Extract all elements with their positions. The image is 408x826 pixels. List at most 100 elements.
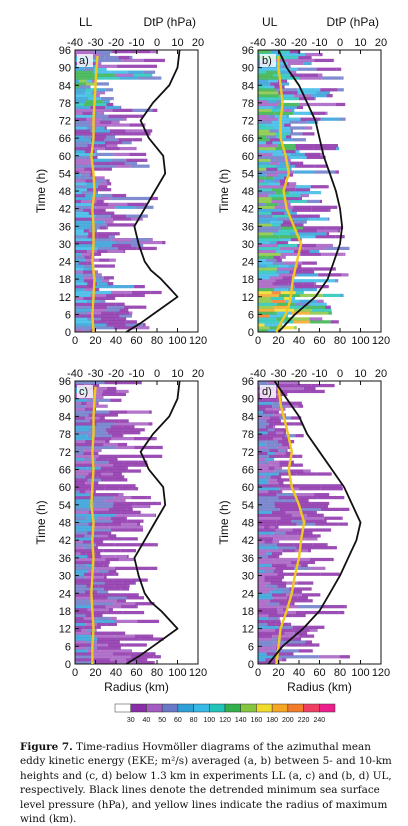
shading-cell — [127, 466, 128, 469]
shading-cell — [314, 170, 335, 173]
shading-cell — [95, 206, 115, 209]
shading-cell — [322, 605, 345, 608]
shading-cell — [274, 176, 284, 179]
shading-cell — [108, 264, 115, 267]
y-tick-label: 78 — [59, 429, 71, 441]
shading-cell — [307, 200, 320, 203]
shading-cell — [108, 475, 124, 478]
shading-cell — [130, 311, 133, 314]
shading-cell — [315, 59, 333, 62]
shading-cell — [105, 581, 123, 584]
shading-cell — [276, 250, 293, 253]
shading-cell — [119, 487, 132, 490]
shading-cell — [308, 505, 323, 508]
shading-cell — [108, 643, 124, 646]
shading-cell — [276, 528, 293, 531]
shading-cell — [270, 590, 282, 593]
shading-cell — [258, 109, 271, 112]
shading-cell — [258, 317, 276, 320]
shading-cell — [274, 502, 292, 505]
shading-cell — [142, 643, 146, 646]
shading-cell — [94, 502, 114, 505]
y-tick-label: 96 — [242, 376, 254, 388]
shading-cell — [302, 262, 317, 265]
shading-cell — [122, 223, 134, 226]
top-axis-label: DtP (hPa) — [327, 15, 379, 29]
shading-cell — [302, 484, 322, 487]
shading-cell — [269, 449, 278, 452]
shading-cell — [108, 115, 125, 118]
shading-cell — [83, 270, 92, 273]
shading-cell — [258, 511, 272, 514]
shading-cell — [258, 440, 267, 443]
shading-cell — [305, 215, 320, 218]
shading-cell — [322, 76, 341, 79]
y-tick-label: 48 — [242, 518, 254, 530]
shading-cell — [279, 76, 299, 79]
shading-cell — [75, 649, 87, 652]
shading-cell — [272, 593, 287, 596]
shading-cell — [94, 217, 113, 220]
shading-cell — [258, 534, 271, 537]
x-tick-label: 40 — [293, 335, 305, 347]
shading-cell — [270, 525, 275, 528]
shading-cell — [286, 135, 292, 138]
shading-cell — [90, 632, 101, 635]
shading-cell — [258, 147, 275, 150]
shading-cell — [96, 617, 110, 620]
shading-cell — [281, 138, 292, 141]
shading-cell — [290, 215, 305, 218]
shading-cell — [75, 112, 82, 115]
shading-cell — [299, 605, 322, 608]
shading-cell — [294, 170, 314, 173]
shading-cell — [258, 617, 268, 620]
shading-cell — [258, 402, 272, 405]
panel-label: a) — [79, 55, 89, 67]
shading-cell — [101, 478, 114, 481]
shading-cell — [258, 422, 269, 425]
shading-cell — [305, 153, 321, 156]
shading-cell — [336, 103, 345, 106]
shading-cell — [108, 320, 126, 323]
shading-cell — [289, 191, 308, 194]
y-tick-label: 72 — [59, 116, 71, 128]
colorbar-swatch — [146, 704, 162, 712]
shading-cell — [320, 88, 337, 91]
shading-cell — [270, 576, 280, 579]
shading-cell — [147, 215, 148, 218]
shading-cell — [266, 168, 277, 171]
shading-cell — [75, 162, 93, 165]
colorbar-tick-label: 160 — [251, 717, 263, 724]
shading-cell — [281, 238, 291, 241]
shading-cell — [110, 399, 121, 402]
y-tick-label: 66 — [59, 133, 71, 145]
y-tick-label: 24 — [59, 588, 71, 600]
shading-cell — [114, 466, 127, 469]
top-tick-label: 20 — [375, 368, 387, 380]
shading-cell — [117, 455, 137, 458]
shading-cell — [326, 232, 329, 235]
shading-cell — [124, 525, 143, 528]
shading-cell — [310, 320, 331, 323]
shading-cell — [96, 82, 103, 85]
shading-cell — [96, 220, 105, 223]
y-tick-label: 0 — [65, 659, 71, 671]
shading-cell — [124, 475, 125, 478]
shading-cell — [131, 496, 147, 499]
shading-cell — [280, 256, 285, 259]
shading-cell — [258, 303, 277, 306]
shading-cell — [94, 285, 113, 288]
shading-cell — [102, 555, 116, 558]
shading-cell — [91, 596, 107, 599]
shading-cell — [269, 455, 284, 458]
shading-cell — [268, 555, 277, 558]
shading-cell — [97, 250, 108, 253]
top-tick-label: 10 — [171, 368, 183, 380]
shading-cell — [270, 581, 286, 584]
shading-cell — [75, 587, 92, 590]
shading-cell — [124, 643, 142, 646]
shading-cell — [293, 543, 313, 546]
shading-cell — [102, 393, 116, 396]
colorbar-swatch — [241, 704, 257, 712]
